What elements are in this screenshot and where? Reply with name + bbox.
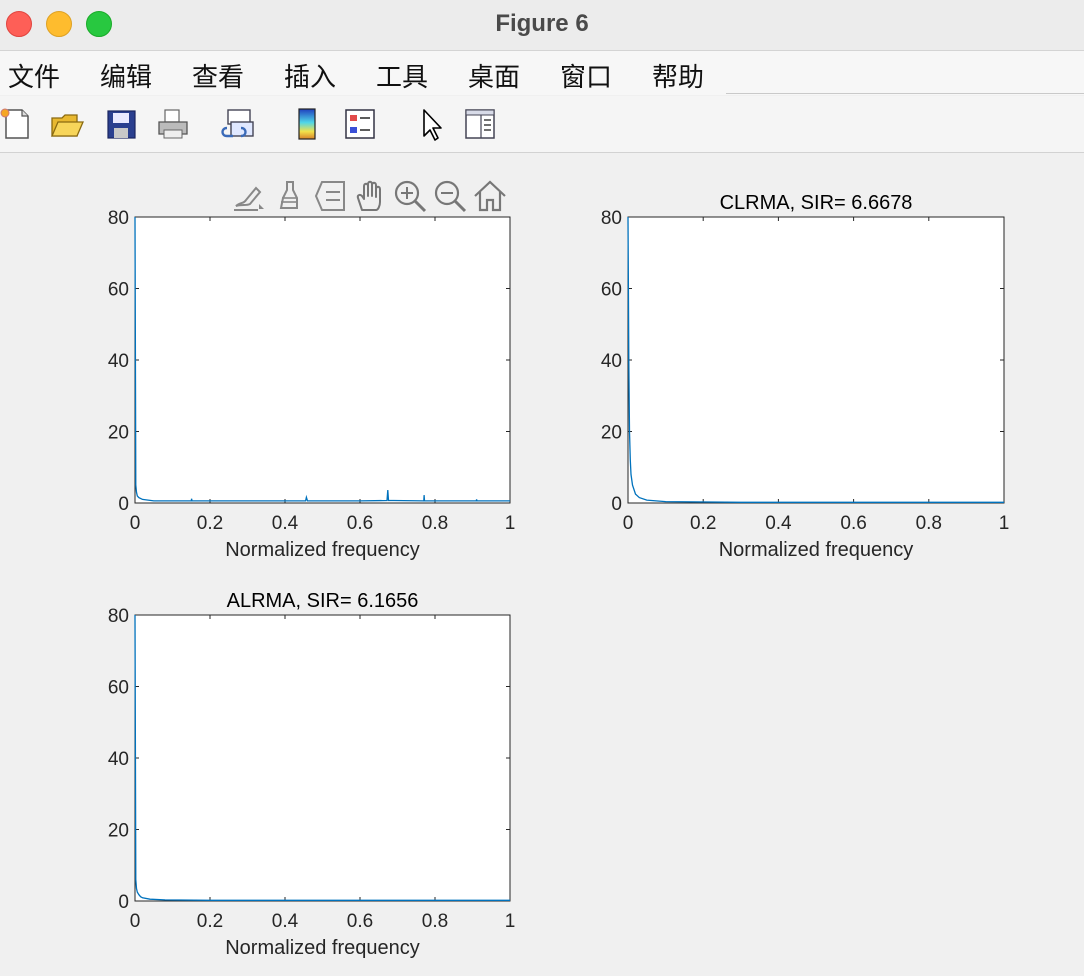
spectrum-line [627,216,1004,503]
window-titlebar: Figure 6 [0,0,1084,51]
legend-icon[interactable] [340,104,380,144]
menu-file[interactable]: 文件 [8,63,61,93]
y-tick-label: 60 [601,280,622,301]
pan-icon[interactable] [350,176,390,216]
minimize-window-button[interactable] [46,11,72,37]
plot-title: CLRMA, SIR= 6.6678 [720,192,913,214]
y-tick-label: 40 [601,351,622,372]
menu-help[interactable]: 帮助 [652,63,705,93]
y-tick-label: 80 [601,208,622,229]
menu-window[interactable]: 窗口 [560,63,613,93]
menu-insert[interactable]: 插入 [284,63,337,93]
y-tick-label: 0 [118,892,129,913]
save-icon[interactable] [101,104,141,144]
plot-area-2 [627,216,1005,504]
x-tick-label: 1 [505,911,516,932]
menu-edit[interactable]: 编辑 [100,63,153,93]
x-tick-label: 0.8 [422,513,448,534]
x-tick-label: 0.6 [840,513,866,534]
x-tick-label: 0.2 [197,513,223,534]
spectrum-line [134,216,510,502]
y-tick-label: 80 [108,208,129,229]
pointer-icon[interactable] [411,104,451,144]
x-tick-label: 0.2 [690,513,716,534]
menu-desktop[interactable]: 桌面 [468,63,521,93]
plot-area-3 [134,614,511,902]
x-tick-label: 1 [505,513,516,534]
axes-toolbar [228,176,510,216]
x-tick-label: 0 [130,513,141,534]
menu-view[interactable]: 查看 [192,63,245,93]
close-window-button[interactable] [6,11,32,37]
y-tick-label: 40 [108,749,129,770]
y-tick-label: 60 [108,280,129,301]
x-tick-label: 0.8 [422,911,448,932]
x-tick-label: 0.6 [347,911,373,932]
plot-area-1 [134,216,511,504]
y-tick-label: 20 [601,423,622,444]
x-tick-label: 0.4 [272,513,299,534]
x-tick-label: 0.8 [916,513,942,534]
x-tick-label: 0 [130,911,141,932]
new-figure-icon[interactable] [0,104,36,144]
x-axis-label: Normalized frequency [225,937,420,959]
x-tick-label: 0 [623,513,634,534]
window-title: Figure 6 [495,10,589,37]
y-tick-label: 0 [118,494,129,515]
brush-icon[interactable] [228,176,268,216]
figure-toolbar [0,96,1084,153]
x-tick-label: 0.6 [347,513,373,534]
zoom-in-icon[interactable] [390,176,430,216]
y-tick-label: 80 [108,606,129,627]
y-tick-label: 0 [611,494,622,515]
x-axis-label: Normalized frequency [225,539,420,561]
plot-title: ALRMA, SIR= 6.1656 [227,590,419,612]
x-axis-label: Normalized frequency [719,539,914,561]
x-tick-label: 0.4 [765,513,792,534]
y-tick-label: 20 [108,423,129,444]
data-cursor-icon[interactable] [310,176,350,216]
colorbar-icon[interactable] [287,104,327,144]
y-tick-label: 40 [108,351,129,372]
x-tick-label: 0.4 [272,911,299,932]
home-icon[interactable] [470,176,510,216]
data-tips-icon[interactable] [269,176,309,216]
zoom-out-icon[interactable] [430,176,470,216]
property-inspector-icon[interactable] [460,104,500,144]
menu-tools[interactable]: 工具 [376,63,429,93]
menu-bar: 文件 编辑 查看 插入 工具 桌面 窗口 帮助 [0,51,1084,95]
spectrum-line [134,614,510,901]
y-tick-label: 20 [108,821,129,842]
y-tick-label: 60 [108,678,129,699]
zoom-window-button[interactable] [86,11,112,37]
x-tick-label: 1 [999,513,1010,534]
print-icon[interactable] [153,104,193,144]
x-tick-label: 0.2 [197,911,223,932]
link-plot-icon[interactable] [219,104,259,144]
open-file-icon[interactable] [47,104,87,144]
